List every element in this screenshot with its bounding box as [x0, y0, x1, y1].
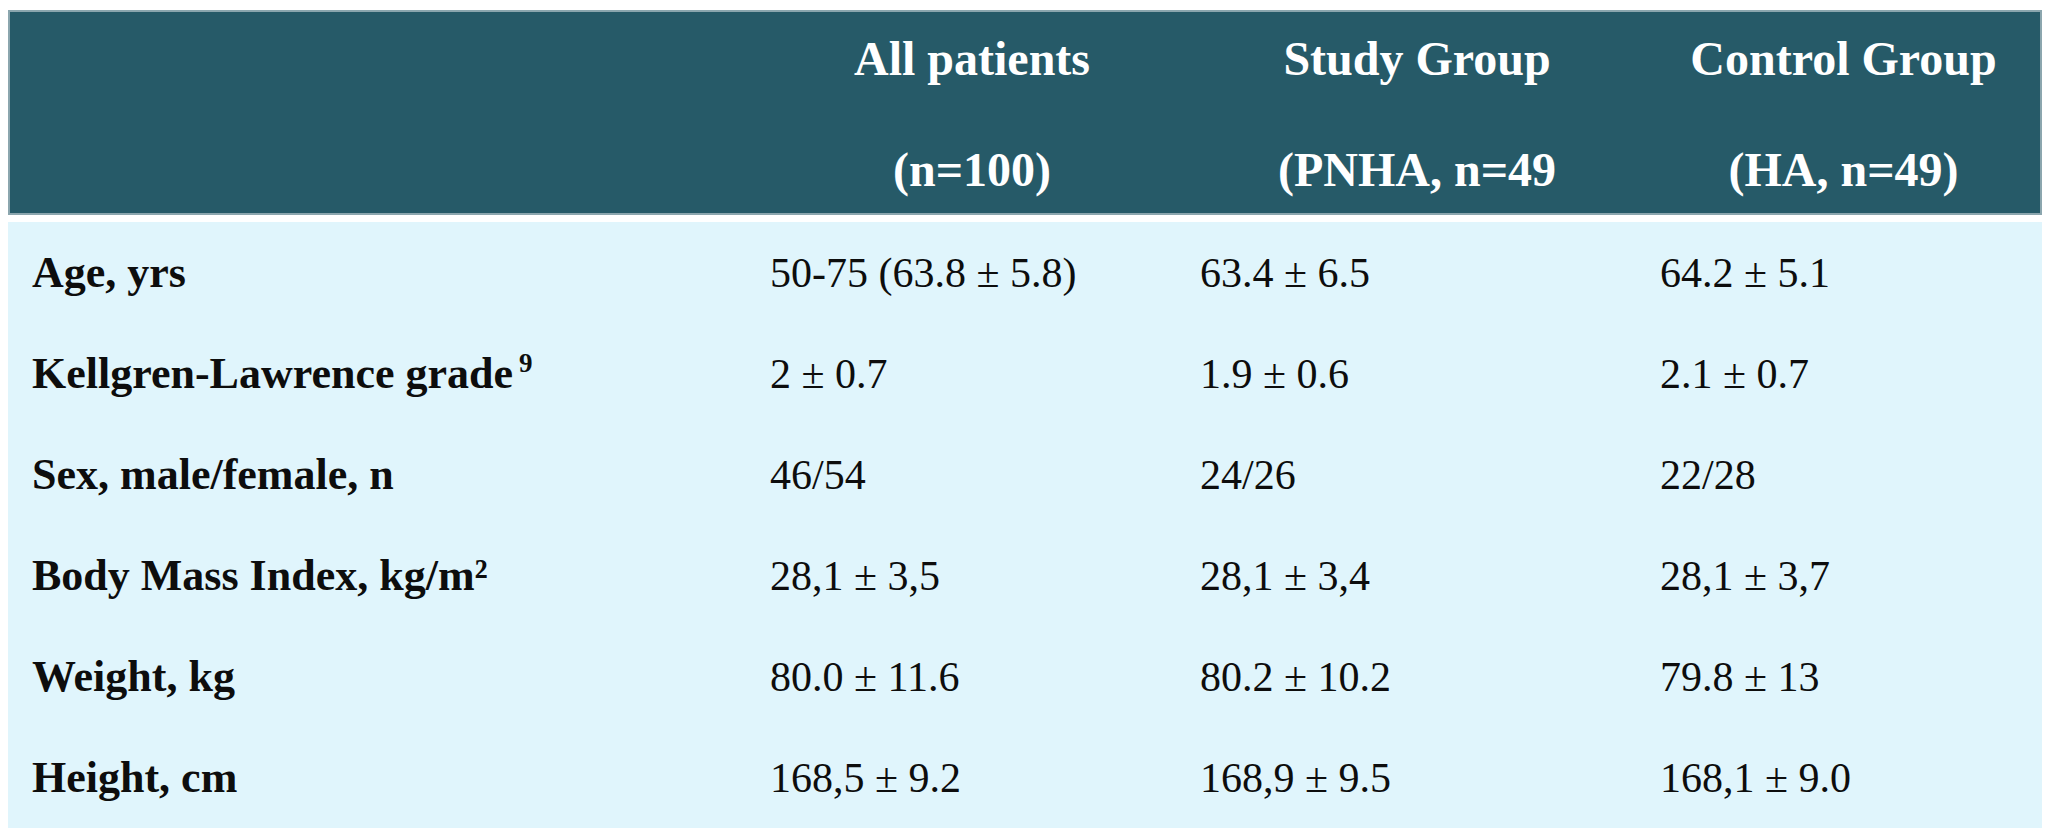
header-cell-all-patients: All patients (n=100) [757, 12, 1187, 213]
cell-value: 168,5 ± 9.2 [755, 754, 1185, 802]
row-label-superscript: 9 [519, 348, 533, 378]
cell-value: 64.2 ± 5.1 [1645, 249, 2042, 297]
table-row-bmi: Body Mass Index, kg/m² 28,1 ± 3,5 28,1 ±… [8, 525, 2042, 626]
cell-value: 80.0 ± 11.6 [755, 653, 1185, 701]
cell-value: 168,9 ± 9.5 [1185, 754, 1645, 802]
table-body: Age, yrs 50-75 (63.8 ± 5.8) 63.4 ± 6.5 6… [8, 222, 2042, 828]
row-label-text: Height, cm [32, 753, 237, 802]
table-row-sex: Sex, male/female, n 46/54 24/26 22/28 [8, 424, 2042, 525]
cell-value: 28,1 ± 3,7 [1645, 552, 2042, 600]
cell-value: 1.9 ± 0.6 [1185, 350, 1645, 398]
header-sublabel: (HA, n=49) [1728, 145, 1958, 195]
table-row-weight: Weight, kg 80.0 ± 11.6 80.2 ± 10.2 79.8 … [8, 626, 2042, 727]
row-label-text: Body Mass Index, kg/m² [32, 551, 488, 600]
cell-value: 22/28 [1645, 451, 2042, 499]
header-cell-study-group: Study Group (PNHA, n=49 [1187, 12, 1647, 213]
table-row-height: Height, cm 168,5 ± 9.2 168,9 ± 9.5 168,1… [8, 727, 2042, 828]
row-label: Age, yrs [8, 247, 755, 298]
row-label: Body Mass Index, kg/m² [8, 550, 755, 601]
cell-value: 46/54 [755, 451, 1185, 499]
header-cell-empty [10, 12, 757, 213]
row-label: Weight, kg [8, 651, 755, 702]
cell-value: 28,1 ± 3,4 [1185, 552, 1645, 600]
header-label: Study Group [1283, 34, 1550, 84]
cell-value: 63.4 ± 6.5 [1185, 249, 1645, 297]
cell-value: 80.2 ± 10.2 [1185, 653, 1645, 701]
row-label: Kellgren-Lawrence grade9 [8, 348, 755, 399]
row-label: Sex, male/female, n [8, 449, 755, 500]
cell-value: 79.8 ± 13 [1645, 653, 2042, 701]
cell-value: 50-75 (63.8 ± 5.8) [755, 249, 1185, 297]
header-sublabel: (PNHA, n=49 [1278, 145, 1556, 195]
cell-value: 2.1 ± 0.7 [1645, 350, 2042, 398]
cell-value: 168,1 ± 9.0 [1645, 754, 2042, 802]
table-row-kellgren-lawrence: Kellgren-Lawrence grade9 2 ± 0.7 1.9 ± 0… [8, 323, 2042, 424]
table-row-age: Age, yrs 50-75 (63.8 ± 5.8) 63.4 ± 6.5 6… [8, 222, 2042, 323]
cell-value: 28,1 ± 3,5 [755, 552, 1185, 600]
table-header-row: All patients (n=100) Study Group (PNHA, … [8, 10, 2042, 215]
row-label-text: Sex, male/female, n [32, 450, 394, 499]
row-label-text: Kellgren-Lawrence grade [32, 349, 513, 398]
cell-value: 24/26 [1185, 451, 1645, 499]
cell-value: 2 ± 0.7 [755, 350, 1185, 398]
header-label: Control Group [1690, 34, 1996, 84]
row-label-text: Age, yrs [32, 248, 186, 297]
row-label-text: Weight, kg [32, 652, 235, 701]
header-label: All patients [854, 34, 1090, 84]
row-label: Height, cm [8, 752, 755, 803]
header-cell-control-group: Control Group (HA, n=49) [1647, 12, 2040, 213]
patient-demographics-table: All patients (n=100) Study Group (PNHA, … [8, 10, 2042, 828]
header-sublabel: (n=100) [893, 145, 1051, 195]
